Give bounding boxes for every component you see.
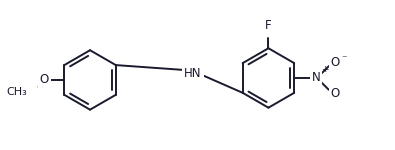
- Text: ⁻: ⁻: [342, 54, 347, 64]
- Text: +: +: [321, 65, 329, 74]
- Text: HN: HN: [184, 66, 202, 80]
- Text: CH₃: CH₃: [6, 87, 26, 97]
- Text: O: O: [40, 74, 49, 86]
- Text: O: O: [330, 56, 339, 69]
- Text: N: N: [312, 71, 320, 84]
- Text: O: O: [330, 87, 339, 100]
- Text: F: F: [265, 19, 272, 32]
